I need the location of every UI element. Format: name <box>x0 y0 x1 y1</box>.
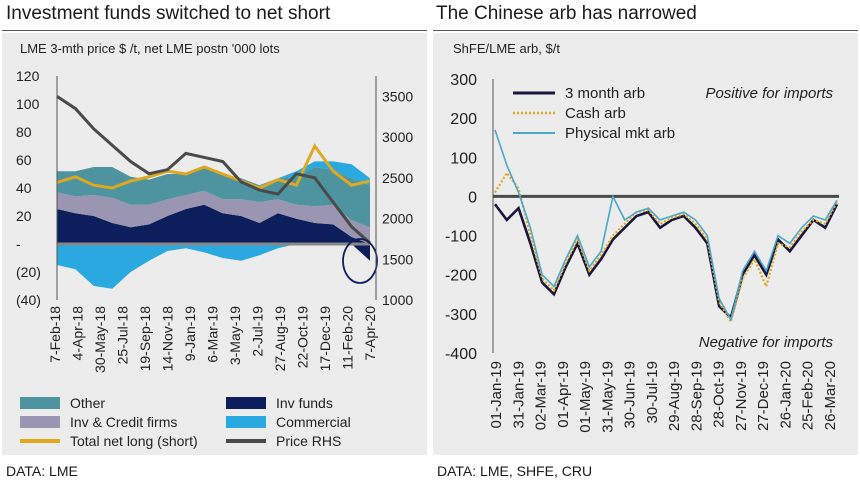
x-tick-label: 01-Jan-19 <box>488 361 505 429</box>
inv-credit-area <box>57 190 370 244</box>
right-chart-panel: ShFE/LME arb, $/t 300 200 100 0 -100 -200 -300 -… <box>433 33 858 455</box>
x-tick-label: 11-Feb-20 <box>340 306 356 370</box>
x-tick-label: 22-Oct-19 <box>295 306 311 368</box>
right-chart-svg: ShFE/LME arb, $/t 300 200 100 0 -100 -200 -300 -… <box>445 41 839 433</box>
right-y-tick-label: 3000 <box>382 129 413 145</box>
x-tick-label: 6-Mar-19 <box>205 306 221 363</box>
legend-label-price-rhs: Price RHS <box>276 433 341 449</box>
x-tick-label: 27-Aug-19 <box>272 306 288 372</box>
x-tick-label: 31-Jan-19 <box>510 361 527 429</box>
legend-label-cash-arb: Cash arb <box>565 105 626 122</box>
x-tick-label: 7-Feb-18 <box>47 306 63 363</box>
legend-label-inv-credit-firms: Inv & Credit firms <box>70 414 177 430</box>
left-y-tick-label: (20) <box>16 264 41 280</box>
right-source: DATA: LME, SHFE, CRU <box>437 463 593 479</box>
right-chart-subtitle: ShFE/LME arb, $/t <box>453 41 560 56</box>
left-title-rule <box>2 30 427 31</box>
series-line-3-month-arb <box>493 203 839 321</box>
right-y-tick-label: -100 <box>445 229 477 246</box>
x-tick-label: 19-Sep-18 <box>137 306 153 372</box>
right-y-tick-label: -300 <box>445 307 477 324</box>
right-y-tick-label: 3500 <box>382 88 413 104</box>
total-net-long-line <box>56 143 371 190</box>
legend-swatch-commercial <box>226 416 266 428</box>
x-tick-label: 3-May-19 <box>227 306 243 365</box>
legend-label-physical-mkt-arb: Physical mkt arb <box>565 125 675 142</box>
left-y-tick-label: 80 <box>16 124 32 140</box>
legend-swatch-price-rhs <box>226 439 266 443</box>
highlight-circle <box>342 238 378 284</box>
right-title-rule <box>433 30 858 31</box>
price-rhs-line <box>56 95 371 245</box>
right-y-tick-label: 2500 <box>382 170 413 186</box>
left-y-tick-label: 40 <box>16 180 32 196</box>
x-tick-label: 01-Apr-19 <box>555 361 572 428</box>
right-y-tick-label: -400 <box>445 346 477 363</box>
x-tick-label: 2-Jul-19 <box>250 306 266 357</box>
left-chart-title: Investment funds switched to net short <box>6 3 331 24</box>
left-y-tick-label: 20 <box>16 208 32 224</box>
x-tick-label: 28-Oct-19 <box>711 361 728 428</box>
left-y-tick-label: - <box>16 236 21 252</box>
right-y-tick-label: 1000 <box>382 292 413 308</box>
right-y-tick-label: 200 <box>450 111 477 128</box>
legend-swatch-total-net-long-short <box>20 439 60 443</box>
x-tick-label: 17-Dec-19 <box>317 306 333 372</box>
right-y-tick-label: 0 <box>468 189 477 206</box>
right-y-tick-label: -200 <box>445 268 477 285</box>
legend-swatch-other <box>20 397 60 409</box>
positive-annotation: Positive for imports <box>705 85 833 102</box>
inv-funds-area-positive <box>57 204 370 244</box>
x-tick-label: 30-Jul-19 <box>644 361 661 424</box>
x-tick-label: 28-Sep-19 <box>688 361 705 431</box>
x-tick-label: 25-Feb-20 <box>800 361 817 430</box>
x-tick-label: 30-Jun-19 <box>622 361 639 429</box>
x-tick-label: 4-Apr-18 <box>70 306 86 361</box>
legend-label-3-month-arb: 3 month arb <box>565 85 645 102</box>
legend-swatch-inv-credit-firms <box>20 416 60 428</box>
left-chart-subtitle: LME 3-mth price $ /t, net LME postn '000… <box>20 41 280 56</box>
x-tick-label: 26-Jan-20 <box>777 361 794 429</box>
left-source: DATA: LME <box>6 463 78 479</box>
series-line-physical-mkt-arb <box>494 129 838 322</box>
commercial-area-negative <box>57 244 370 289</box>
legend-label-inv-funds: Inv funds <box>276 395 333 411</box>
x-tick-label: 7-Apr-20 <box>362 306 378 361</box>
left-y-tick-label: 60 <box>16 152 32 168</box>
left-y-tick-label: 120 <box>16 68 40 84</box>
x-tick-label: 30-May-18 <box>92 306 108 373</box>
left-chart-panel: LME 3-mth price $ /t, net LME postn '000… <box>2 33 427 455</box>
legend-label-commercial: Commercial <box>276 414 351 430</box>
right-y-tick-label: 300 <box>450 72 477 89</box>
legend-label-total-net-long-short: Total net long (short) <box>70 433 198 449</box>
right-y-tick-label: 1500 <box>382 251 413 267</box>
legend-label-other: Other <box>70 395 105 411</box>
x-tick-label: 29-Aug-19 <box>666 361 683 431</box>
x-tick-label: 02-Mar-19 <box>533 361 550 430</box>
left-y-tick-label: (40) <box>16 292 41 308</box>
x-tick-label: 31-May-19 <box>599 361 616 433</box>
series-line-cash-arb <box>494 170 838 325</box>
left-chart-svg: LME 3-mth price $ /t, net LME postn '000… <box>16 41 413 449</box>
x-tick-label: 25-Jul-18 <box>115 306 131 365</box>
x-tick-label: 14-Nov-18 <box>160 306 176 372</box>
right-chart-title: The Chinese arb has narrowed <box>436 3 697 24</box>
right-y-tick-label: 100 <box>450 150 477 167</box>
x-tick-label: 9-Jan-19 <box>182 306 198 361</box>
legend-swatch-inv-funds <box>226 397 266 409</box>
left-y-tick-label: 100 <box>16 96 40 112</box>
negative-annotation: Negative for imports <box>699 334 834 351</box>
x-tick-label: 27-Nov-19 <box>733 361 750 431</box>
commercial-area-positive <box>57 161 370 186</box>
x-tick-label: 01-May-19 <box>577 361 594 433</box>
right-y-tick-label: 2000 <box>382 211 413 227</box>
x-tick-label: 27-Dec-19 <box>755 361 772 431</box>
x-tick-label: 26-Mar-20 <box>822 361 839 430</box>
